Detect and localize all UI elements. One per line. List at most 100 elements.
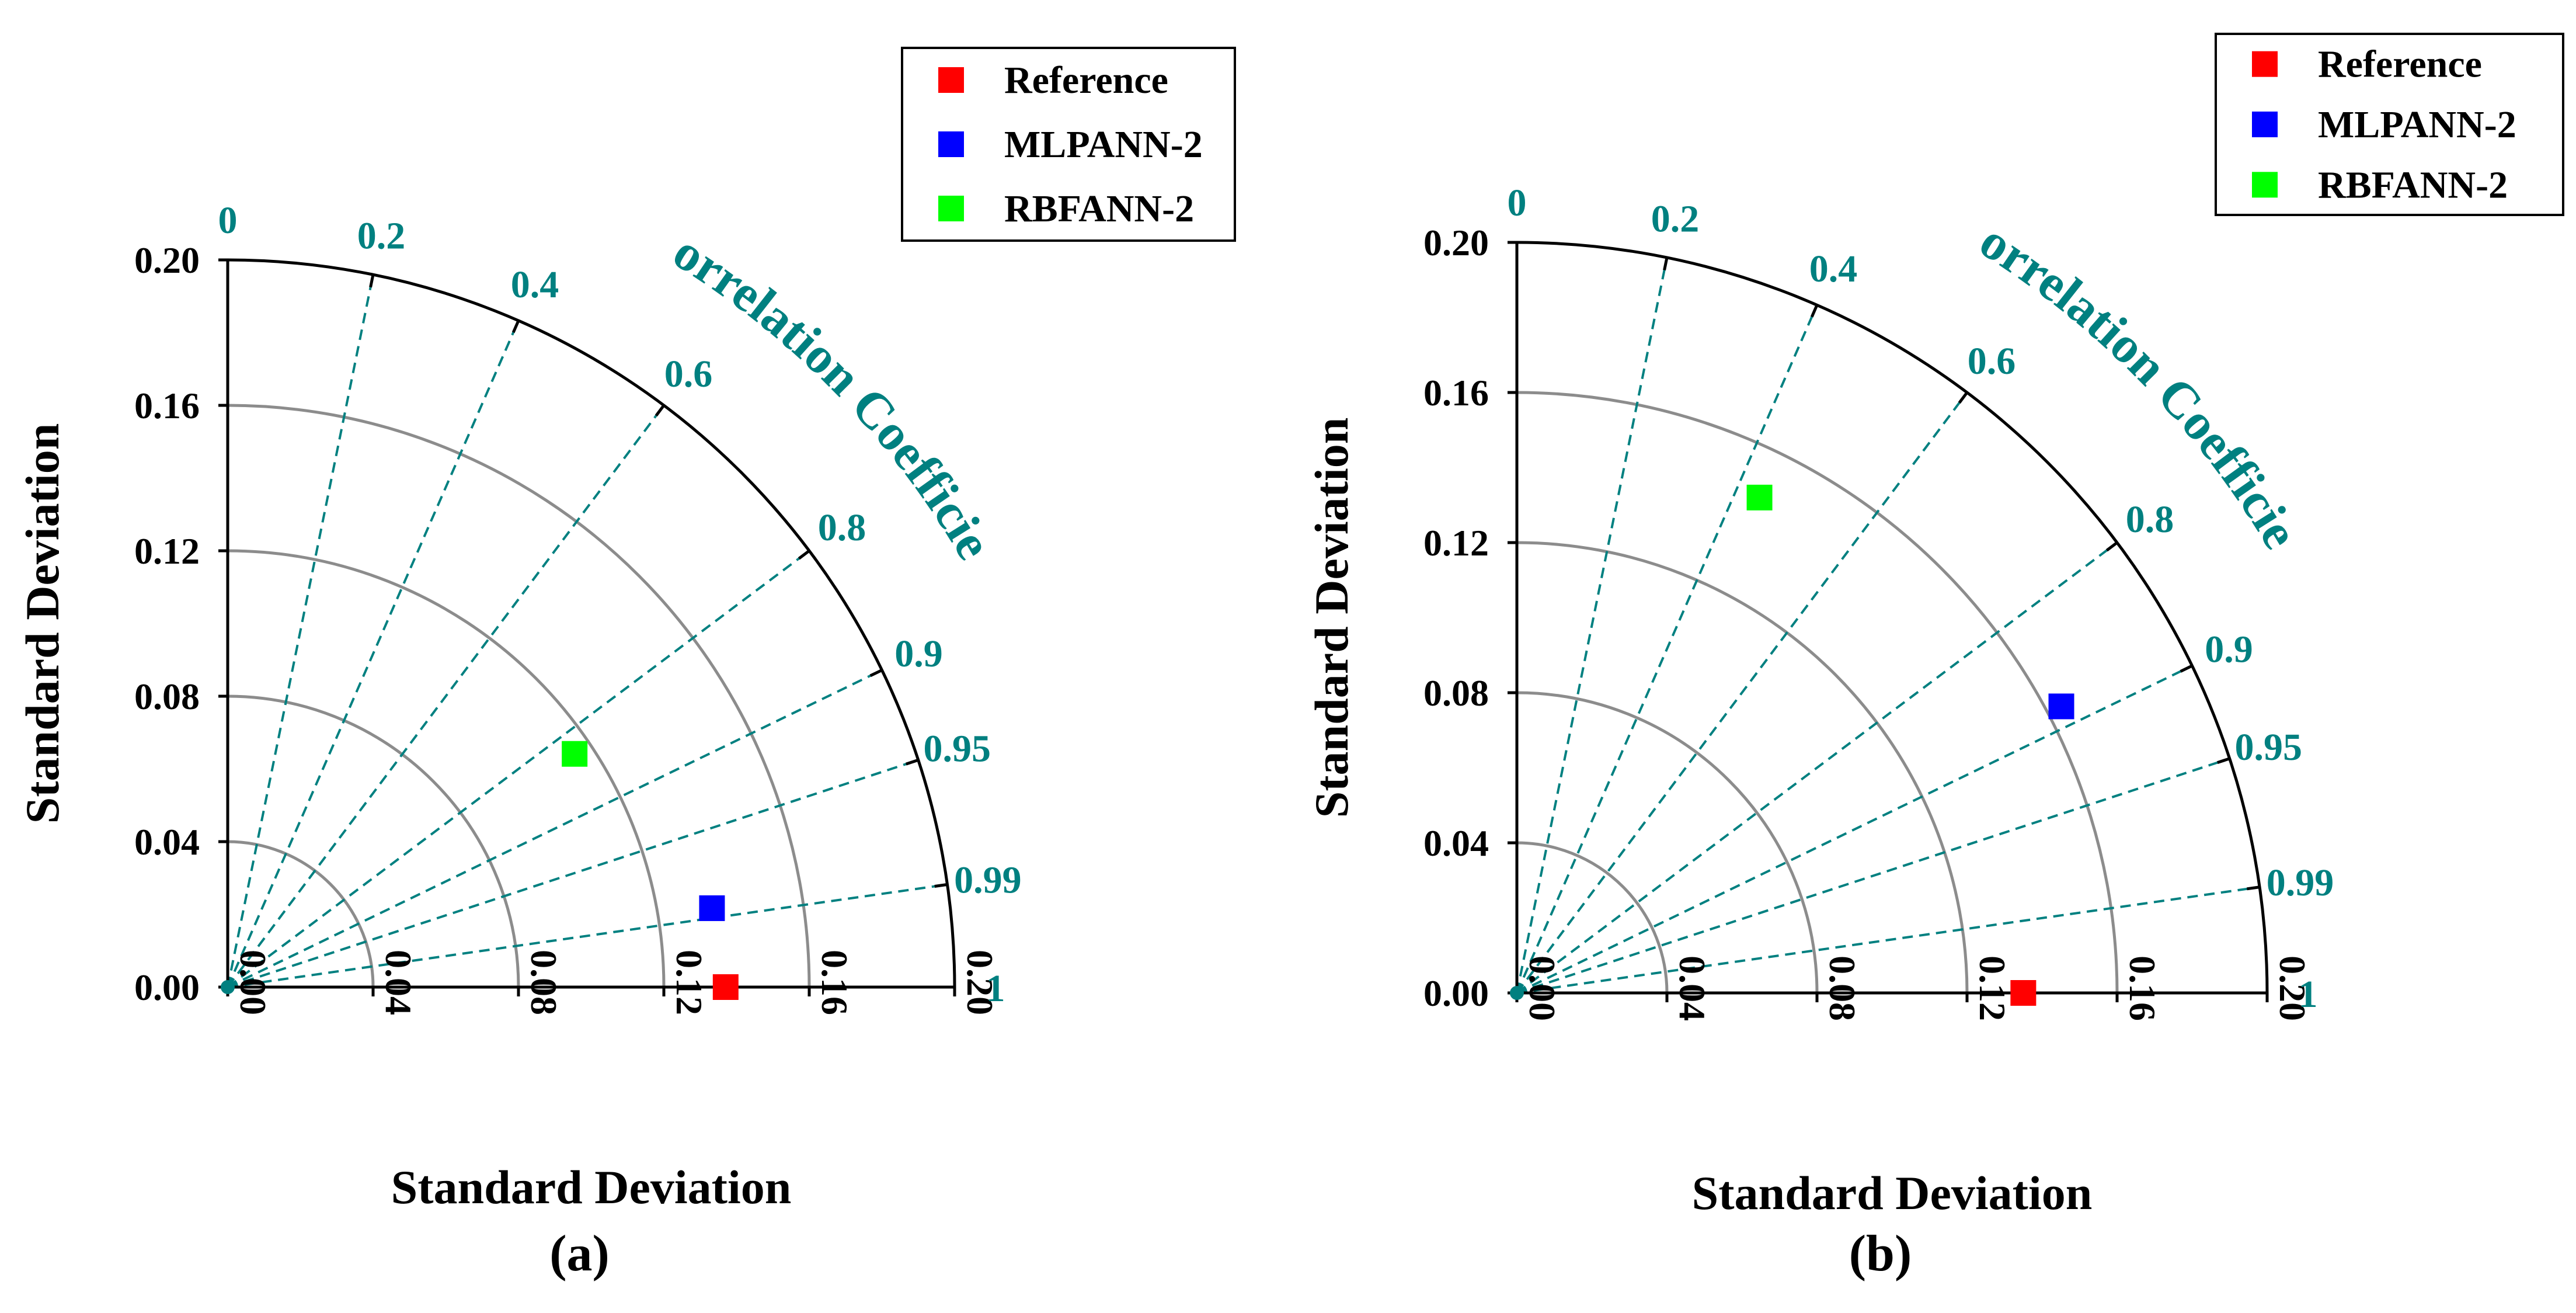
correlation-ray (1516, 541, 2118, 994)
std-grid-arc (227, 404, 811, 988)
y-tick-label: 0.16 (1423, 372, 1489, 414)
legend-swatch (938, 196, 964, 221)
correlation-tick-label: 0.8 (2126, 498, 2174, 541)
correlation-tick-label: 1 (2299, 973, 2318, 1016)
legend-label: RBFANN-2 (2318, 164, 2508, 206)
x-tick-label: 0.16 (814, 950, 855, 1015)
correlation-tick-mark (2217, 757, 2230, 765)
std-grid-arc (1516, 391, 2119, 994)
legend-label: RBFANN-2 (1004, 187, 1194, 230)
data-point-rbfann-2 (1746, 484, 1773, 510)
correlation-tick-label: 0.2 (1651, 197, 1700, 240)
std-grid-arc (227, 694, 520, 988)
correlation-ray (1516, 665, 2193, 994)
correlation-tick-label: 0.99 (2267, 862, 2334, 904)
x-tick-label: 0.20 (2272, 956, 2313, 1021)
correlation-ray (1516, 757, 2230, 994)
correlation-ray (1516, 304, 1818, 994)
legend-swatch (2252, 172, 2278, 198)
correlation-axis-title-text: Correlation Coefficient (0, 0, 1002, 569)
legend-label: Reference (1004, 59, 1168, 102)
y-tick-label: 0.00 (1423, 972, 1489, 1014)
x-tick-label: 0.08 (523, 950, 565, 1015)
correlation-ray (1516, 391, 1968, 994)
correlation-tick-mark (1810, 304, 1819, 318)
legend: Reference MLPANN-2 RBFANN-2 (2215, 33, 2564, 216)
x-tick-label: 0.20 (959, 950, 1001, 1015)
correlation-axis-title: Correlation Coefficient (0, 0, 1002, 569)
legend-swatch (2252, 112, 2278, 137)
x-axis-title: Standard Deviation (1692, 1166, 2093, 1220)
correlation-tick-label: 0.8 (818, 506, 866, 549)
x-tick-label: 0.08 (1822, 956, 1863, 1021)
correlation-tick-label: 0.9 (2205, 628, 2253, 671)
y-tick-label: 0.20 (134, 239, 200, 281)
legend: Reference MLPANN-2 RBFANN-2 (901, 47, 1236, 242)
correlation-tick-label: 0.6 (664, 353, 713, 395)
correlation-ray (227, 320, 520, 988)
correlation-ray (227, 404, 665, 988)
x-tick-label: 0.04 (1672, 956, 1713, 1021)
origin-marker (1510, 986, 1524, 1000)
std-grid-arc (227, 840, 375, 988)
legend-label: Reference (2318, 43, 2482, 86)
correlation-tick-mark (655, 404, 666, 417)
data-point-reference (2010, 980, 2037, 1006)
data-point-rbfann-2 (562, 741, 588, 767)
y-tick-label: 0.00 (134, 967, 200, 1008)
y-tick-label: 0.04 (134, 821, 200, 863)
correlation-tick-mark (2247, 885, 2260, 891)
correlation-ray (1516, 257, 1668, 994)
y-tick-label: 0.12 (1423, 522, 1489, 564)
correlation-ray (227, 550, 810, 988)
taylor-diagram-b: 0.00 0.00 0.04 0.04 0.08 0.08 0.12 0.12 0.16 0.16… (0, 0, 2564, 1282)
correlation-tick-label: 0.2 (357, 215, 406, 258)
correlation-tick-label: 0.4 (511, 263, 559, 306)
correlation-tick-mark (934, 883, 948, 888)
correlation-ray (227, 883, 948, 988)
correlation-tick-mark (369, 274, 375, 288)
origin-marker (221, 980, 235, 994)
y-axis-title: Standard Deviation (16, 423, 69, 824)
correlation-tick-label: 0.99 (954, 859, 1022, 901)
x-tick-label: 0.04 (378, 950, 419, 1015)
std-grid-arc (1516, 691, 1819, 994)
x-axis-title: Standard Deviation (391, 1161, 792, 1214)
correlation-ray (1516, 885, 2260, 994)
y-tick-label: 0.16 (134, 385, 200, 426)
correlation-tick-label: 0.9 (894, 633, 943, 675)
y-axis-title: Standard Deviation (1305, 418, 1358, 818)
legend-label: MLPANN-2 (1004, 123, 1203, 166)
data-point-mlpann-2 (2048, 693, 2074, 720)
panel-label: (b) (1849, 1225, 1912, 1282)
correlation-tick-label: 0 (218, 199, 238, 242)
outer-arc (1516, 241, 2269, 994)
legend-swatch (938, 67, 964, 93)
x-tick-label: 0.12 (669, 950, 710, 1015)
data-point-reference (712, 974, 739, 1000)
y-tick-label: 0.20 (1423, 222, 1489, 263)
y-tick-label: 0.04 (1423, 822, 1489, 864)
x-tick-label: 0.16 (2122, 956, 2163, 1021)
correlation-tick-mark (511, 319, 520, 334)
legend-swatch (938, 131, 964, 157)
taylor-diagram-a: 0.00 0.00 0.04 0.04 0.08 0.08 0.12 0.12 0.16 0.16… (0, 0, 1236, 1282)
x-tick-label: 0.12 (1972, 956, 2013, 1021)
correlation-tick-label: 0.95 (924, 727, 991, 770)
correlation-tick-mark (798, 550, 810, 560)
correlation-ray (227, 669, 883, 988)
x-tick-label: 0.00 (1522, 956, 1563, 1021)
legend-swatch (2252, 51, 2278, 77)
legend-label: MLPANN-2 (2318, 103, 2516, 146)
std-grid-arc (1516, 841, 1669, 994)
panel-label: (a) (549, 1225, 610, 1282)
correlation-tick-mark (1663, 257, 1669, 271)
correlation-ray (227, 759, 919, 988)
correlation-tick-label: 0.95 (2235, 726, 2303, 769)
correlation-tick-mark (2180, 664, 2193, 673)
outer-arc (227, 258, 956, 988)
correlation-tick-mark (906, 758, 919, 766)
x-tick-label: 0.00 (232, 950, 274, 1015)
data-point-mlpann-2 (699, 895, 725, 921)
std-grid-arc (1516, 541, 1969, 994)
